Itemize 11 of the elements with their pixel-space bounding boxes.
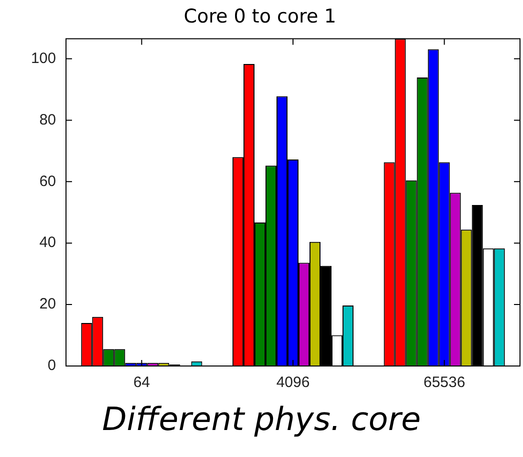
x-tick-label: 65536 bbox=[423, 374, 466, 392]
y-tick-label: 100 bbox=[30, 50, 56, 67]
y-tick-label: 60 bbox=[39, 172, 56, 190]
x-tick-label: 64 bbox=[133, 374, 150, 392]
y-tick-label: 80 bbox=[39, 111, 56, 128]
y-tick-label: 20 bbox=[39, 296, 56, 313]
x-tick-label: 4096 bbox=[276, 374, 310, 392]
y-tick-label: 0 bbox=[48, 357, 56, 374]
chart-title: Core 0 to core 1 bbox=[184, 5, 336, 28]
x-axis-title: Different phys. core bbox=[101, 400, 422, 438]
y-tick-label: 40 bbox=[39, 234, 56, 252]
